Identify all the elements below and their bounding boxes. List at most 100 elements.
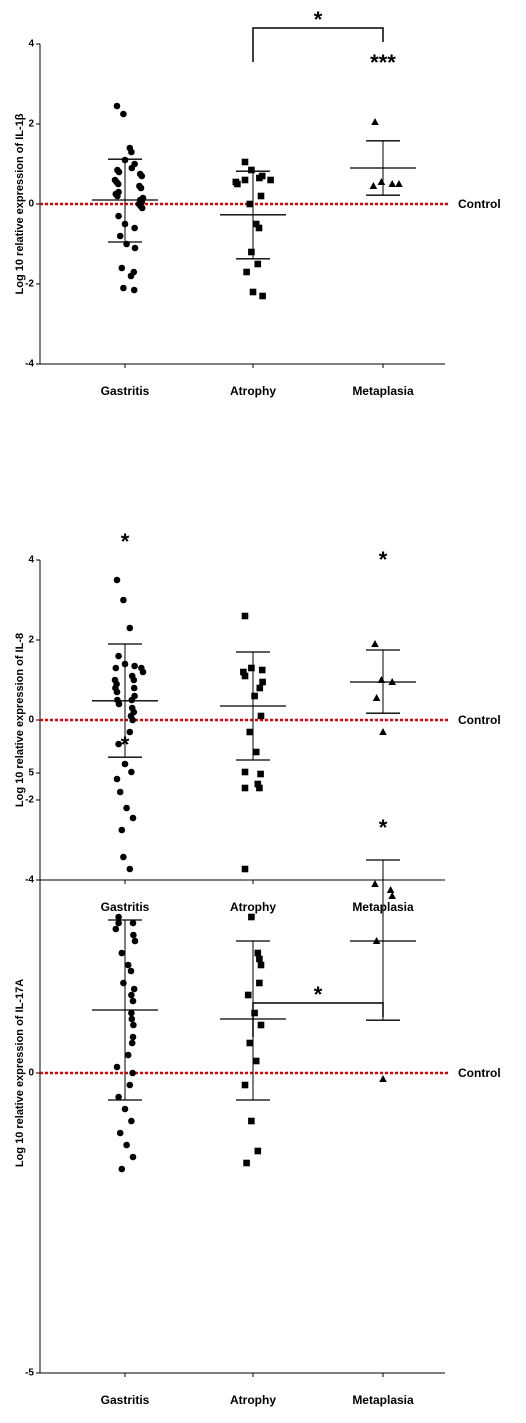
data-point <box>388 180 396 187</box>
data-point <box>371 880 379 887</box>
data-point <box>128 696 136 704</box>
data-point <box>131 224 138 232</box>
x-tick-label: Atrophy <box>230 900 276 914</box>
data-point <box>127 272 135 280</box>
data-point <box>256 955 263 963</box>
data-point <box>130 1021 137 1029</box>
panel: -4 -2 0 2 4 Log 10 relative expression of IL-… <box>14 7 501 398</box>
data-point <box>139 668 147 676</box>
data-point <box>243 268 250 276</box>
data-point <box>379 1075 387 1082</box>
data-point <box>371 640 379 647</box>
data-point <box>248 913 255 921</box>
data-point <box>257 192 265 200</box>
data-point <box>120 596 127 604</box>
data-point <box>113 576 121 584</box>
bracket <box>252 1002 384 1037</box>
data-point <box>114 192 121 200</box>
data-point <box>128 148 135 156</box>
x-tick-label: Metaplasia <box>352 1393 414 1407</box>
data-point <box>257 961 265 969</box>
y-tick-label: 2 <box>28 119 34 130</box>
data-point <box>128 164 136 172</box>
x-tick-label: Atrophy <box>230 384 276 398</box>
data-point <box>115 652 122 660</box>
data-point <box>251 1009 258 1017</box>
y-tick-label: -4 <box>25 875 34 886</box>
data-point <box>115 700 123 708</box>
data-point <box>113 688 121 696</box>
data-point <box>128 1009 135 1017</box>
significance: * <box>379 547 388 572</box>
y-tick-label: -2 <box>25 795 34 806</box>
x-tick-label: Gastritis <box>101 384 150 398</box>
data-point <box>251 692 258 700</box>
data-point <box>241 865 249 873</box>
data-point <box>244 991 252 999</box>
data-point <box>114 180 122 188</box>
data-point <box>252 748 260 756</box>
data-point <box>241 176 249 184</box>
data-point <box>124 961 132 969</box>
data-point <box>259 678 266 686</box>
data-point <box>115 168 123 176</box>
y-tick-label: 4 <box>28 39 34 50</box>
data-point <box>248 166 255 174</box>
data-point <box>386 886 395 893</box>
data-point <box>241 1081 249 1089</box>
data-point <box>112 664 120 672</box>
data-point <box>126 728 134 736</box>
y-tick-label: -4 <box>25 359 34 370</box>
data-point <box>257 712 265 720</box>
data-point <box>126 865 134 873</box>
data-point <box>248 1117 255 1125</box>
data-point <box>240 668 247 676</box>
data-point <box>388 892 396 899</box>
data-point <box>241 784 249 792</box>
data-point <box>257 1021 265 1029</box>
data-point <box>249 288 257 296</box>
data-point <box>255 224 263 232</box>
y-tick-label: 2 <box>28 635 34 646</box>
data-point <box>241 672 249 680</box>
significance: * <box>121 732 130 757</box>
data-point <box>129 919 137 927</box>
data-point <box>115 740 122 748</box>
data-point <box>124 1051 132 1059</box>
data-point <box>246 200 254 208</box>
data-point <box>267 176 274 184</box>
data-point <box>120 284 127 292</box>
bracket-label: * <box>314 7 323 32</box>
data-point <box>254 260 262 268</box>
data-point <box>246 1039 254 1047</box>
panel: -5 0 5 Log 10 relative expression of IL-17A… <box>14 732 501 1407</box>
data-point <box>138 172 146 180</box>
data-point <box>252 220 260 228</box>
bracket-label: * <box>314 982 323 1007</box>
data-point <box>118 826 126 834</box>
data-point <box>115 913 122 921</box>
data-point <box>379 728 387 735</box>
x-tick-label: Gastritis <box>101 1393 150 1407</box>
data-point <box>257 770 264 778</box>
data-point <box>126 624 134 632</box>
y-tick-label: 0 <box>28 1068 34 1079</box>
data-point <box>129 716 136 724</box>
data-point <box>252 1057 260 1065</box>
data-point <box>120 853 127 861</box>
x-tick-label: Gastritis <box>101 900 150 914</box>
data-point <box>130 684 138 692</box>
data-point <box>131 244 139 252</box>
data-point <box>113 102 121 110</box>
data-point <box>128 1039 136 1047</box>
data-point <box>377 178 386 185</box>
control-label: Control <box>458 713 501 727</box>
y-tick-label: -2 <box>25 279 34 290</box>
data-point <box>130 286 138 294</box>
data-point <box>120 110 127 118</box>
data-point <box>130 676 138 684</box>
data-point <box>129 814 137 822</box>
data-point <box>130 985 138 993</box>
data-point <box>372 694 381 701</box>
